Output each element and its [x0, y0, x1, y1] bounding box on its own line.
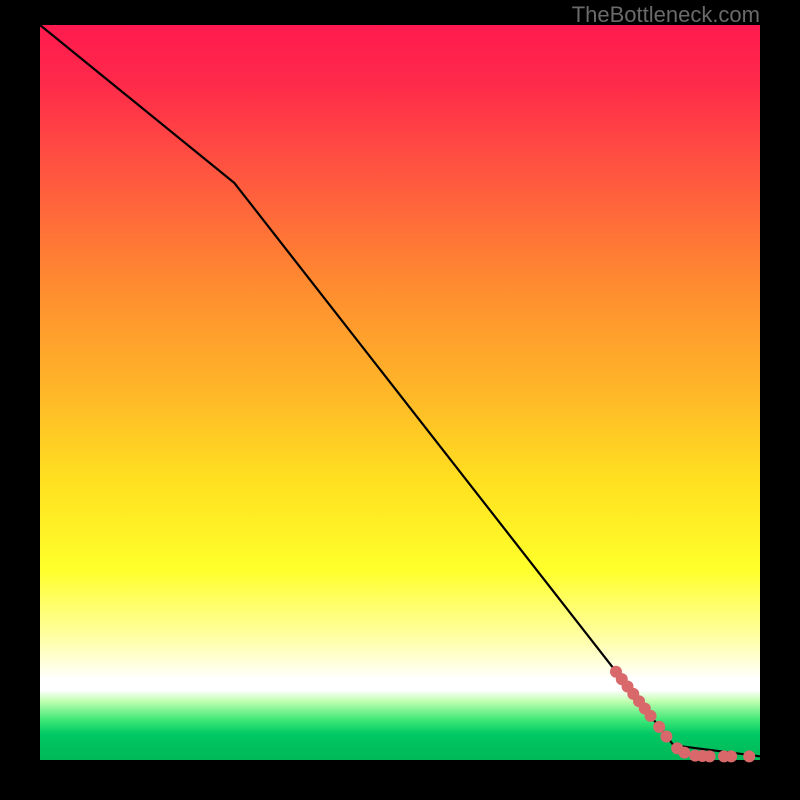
data-marker	[678, 747, 690, 759]
marker-group	[610, 666, 755, 763]
data-marker	[743, 750, 755, 762]
data-marker	[645, 710, 657, 722]
plot-overlay-svg	[40, 25, 760, 760]
data-marker	[660, 730, 672, 742]
data-marker	[725, 750, 737, 762]
data-marker	[653, 721, 665, 733]
figure-root: TheBottleneck.com	[0, 0, 800, 800]
curve-line	[40, 25, 760, 756]
data-marker	[704, 750, 716, 762]
plot-area	[40, 25, 760, 760]
watermark-text: TheBottleneck.com	[572, 2, 760, 28]
